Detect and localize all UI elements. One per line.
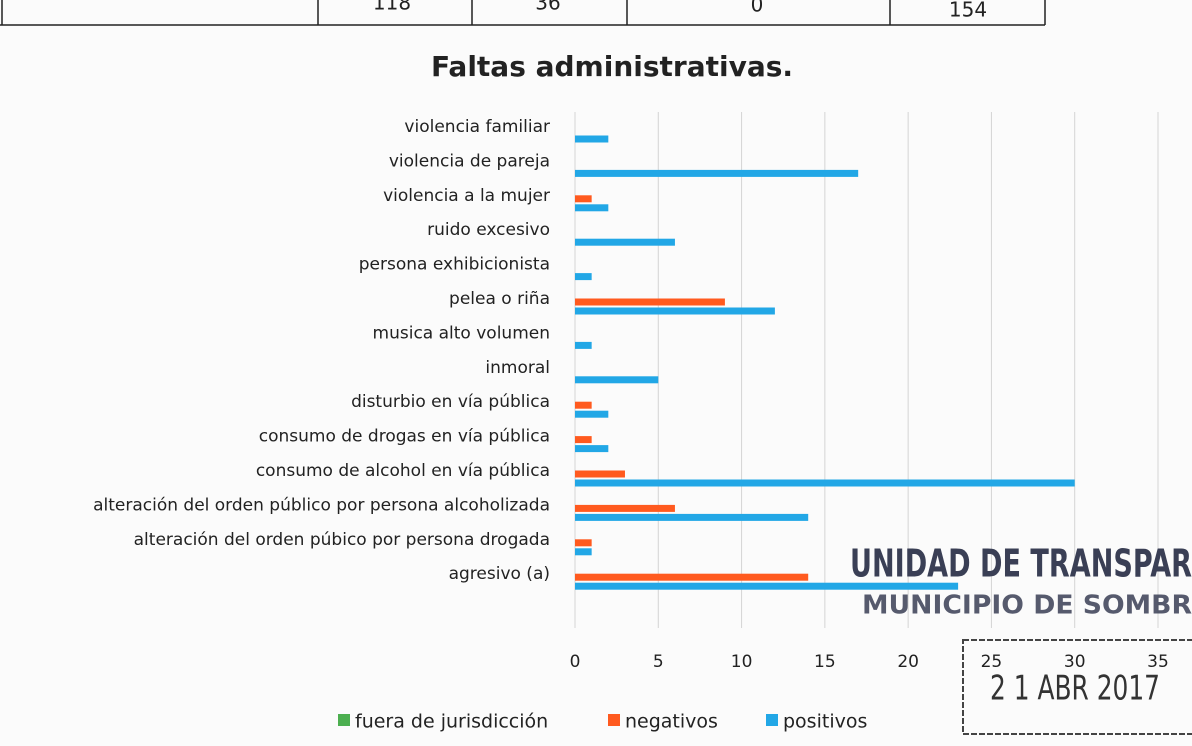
- y-tick-label: alteración del orden público por persona…: [93, 495, 550, 515]
- bar: [575, 539, 592, 547]
- stamp-box: [962, 639, 1192, 735]
- table-cell: 154: [949, 0, 987, 22]
- y-tick-label: consumo de alcohol en vía pública: [256, 461, 550, 481]
- bar: [575, 573, 809, 581]
- legend-swatch: [608, 714, 620, 726]
- y-tick-label: alteración del orden púbico por persona …: [134, 530, 550, 550]
- x-tick-label: 15: [814, 652, 836, 672]
- stamp-text: MUNICIPIO DE SOMBR: [862, 591, 1192, 621]
- x-tick-label: 30: [1064, 652, 1086, 672]
- bar: [575, 582, 959, 590]
- y-tick-label: pelea o riña: [449, 289, 550, 309]
- y-tick-label: agresivo (a): [449, 564, 550, 584]
- y-tick-label: inmoral: [485, 358, 550, 378]
- bar: [575, 445, 609, 453]
- bar: [575, 479, 1075, 487]
- plot: 0 5 10 15 20 25 30 35 violencia familiar violenci…: [93, 112, 1169, 733]
- x-tick-label: 5: [653, 652, 664, 672]
- x-tick-label: 35: [1147, 652, 1169, 672]
- y-tick-label: persona exhibicionista: [359, 255, 550, 275]
- legend-swatch: [766, 714, 778, 726]
- x-tick-label: 20: [897, 652, 919, 672]
- legend-label: fuera de jurisdicción: [355, 711, 548, 733]
- table-cell: 0: [751, 0, 764, 17]
- bar: [575, 410, 609, 418]
- bar: [575, 204, 609, 212]
- bar: [575, 307, 775, 315]
- y-tick-label: consumo de drogas en vía pública: [259, 427, 550, 447]
- chart-title: Faltas administrativas.: [431, 50, 793, 83]
- y-tick-label: violencia a la mujer: [383, 186, 550, 206]
- bar: [575, 470, 625, 478]
- bar: [575, 238, 675, 246]
- y-tick-label: disturbio en vía pública: [351, 392, 550, 412]
- legend-label: positivos: [783, 711, 867, 733]
- stamp-date: 2 1 ABR 2017: [990, 669, 1160, 709]
- bar: [575, 376, 659, 384]
- table-fragment: [0, 0, 1046, 26]
- bar: [575, 273, 592, 281]
- table-cell: 118: [373, 0, 411, 15]
- bar: [575, 298, 725, 306]
- bar: [575, 504, 675, 512]
- bar: [575, 169, 859, 177]
- x-tick-label: 10: [731, 652, 753, 672]
- bar: [575, 195, 592, 203]
- y-tick-label: violencia de pareja: [389, 151, 550, 171]
- y-tick-label: violencia familiar: [404, 117, 550, 137]
- table-cell: 36: [535, 0, 560, 15]
- x-tick-label: 25: [981, 652, 1003, 672]
- bar: [575, 401, 592, 409]
- bar: [575, 135, 609, 143]
- bar: [575, 548, 592, 556]
- stamp-text: UNIDAD DE TRANSPAR: [850, 542, 1192, 586]
- y-tick-label: musica alto volumen: [373, 323, 550, 343]
- bar: [575, 513, 809, 521]
- bar: [575, 341, 592, 349]
- bar: [575, 436, 592, 444]
- y-tick-label: ruido excesivo: [427, 220, 550, 240]
- x-tick-label: 0: [570, 652, 581, 672]
- legend-swatch: [338, 714, 350, 726]
- legend-label: negativos: [625, 711, 718, 733]
